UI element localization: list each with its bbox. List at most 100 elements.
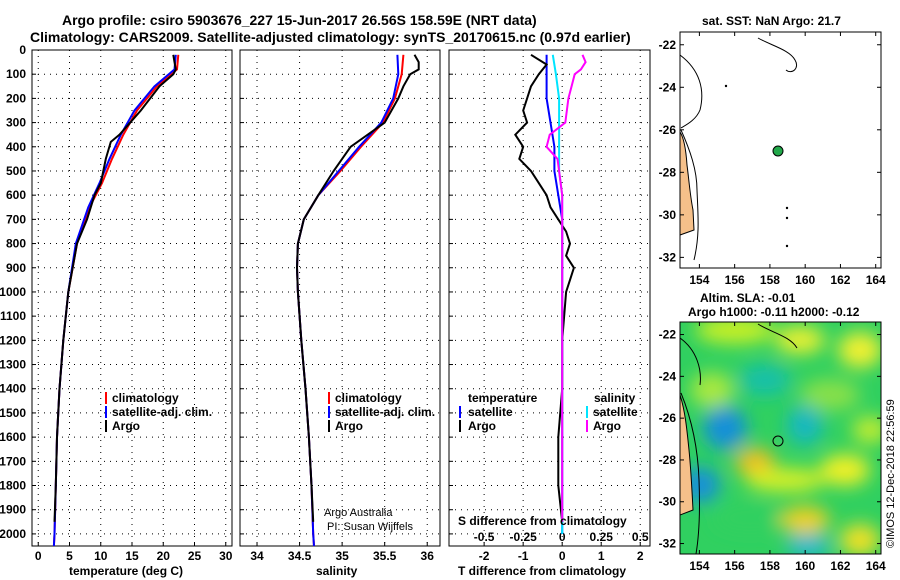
top-x-tick-label: -0.5 (474, 530, 495, 544)
salinity-xlabel: salinity (316, 564, 358, 578)
legend-salinity-title: salinity (594, 391, 636, 405)
lon-tick-label: 156 (725, 273, 745, 287)
lat-tick-label: -32 (659, 537, 677, 551)
series-line-satellite-adj-clim- (295, 54, 400, 547)
lat-tick-label: -30 (659, 208, 677, 222)
depth-tick-label: 1700 (0, 454, 26, 468)
depth-tick-label: 0 (19, 43, 26, 57)
depth-tick-label: 2000 (0, 527, 26, 541)
x-tick-label: 2 (637, 549, 644, 563)
series-line-climatology (295, 54, 405, 547)
lon-tick-label: 154 (689, 273, 709, 287)
x-tick-label: 30 (219, 549, 233, 563)
depth-tick-label: 300 (6, 116, 26, 130)
island-dot (785, 244, 789, 248)
lon-tick-label: 158 (760, 559, 780, 573)
lat-tick-label: -22 (659, 328, 677, 342)
salinity-panel: 34 34.5 35 35.5 36 (239, 49, 441, 563)
lon-tick-label: 156 (725, 559, 745, 573)
legend-satellite-adj: satellite-adj. clim. (335, 405, 435, 419)
lat-tick-label: -30 (659, 495, 677, 509)
header-line-1: Argo profile: csiro 5903676_227 15-Jun-2… (62, 12, 537, 28)
series-line-salinity-argo (545, 54, 587, 522)
sst-map-title: sat. SST: NaN Argo: 21.7 (702, 14, 841, 28)
island-outline (679, 54, 703, 129)
series-line-argo (295, 54, 420, 522)
x-tick-label: 0 (35, 549, 42, 563)
temperature-panel: 0 5 10 15 20 25 30 (31, 49, 233, 563)
legend-temp-satellite: satellite (468, 405, 513, 419)
depth-tick-label: 700 (6, 212, 26, 226)
sst-map: sat. SST: NaN Argo: 21.7 -22 -24 -26 -28 -30… (659, 14, 886, 287)
sla-map-title-1: Altim. SLA: -0.01 (700, 291, 796, 305)
top-x-tick-label: -0.25 (509, 530, 537, 544)
top-x-tick-label: 0 (559, 530, 566, 544)
lon-tick-label: 162 (830, 559, 850, 573)
salinity-legend: climatology satellite-adj. clim. Argo Ar… (324, 391, 435, 533)
lon-tick-label: 160 (795, 559, 815, 573)
x-tick-label: 20 (157, 549, 171, 563)
lat-tick-label: -26 (659, 411, 677, 425)
depth-tick-label: 200 (6, 91, 26, 105)
top-x-tick-label: 0.25 (590, 530, 614, 544)
x-tick-label: 0 (559, 549, 566, 563)
series-line-temperature-argo (514, 53, 575, 522)
depth-tick-label: 1100 (0, 309, 26, 323)
x-tick-label: 35.5 (373, 549, 397, 563)
x-tick-label: 34 (250, 549, 264, 563)
legend-climatology: climatology (112, 391, 179, 405)
legend-temperature-title: temperature (468, 391, 538, 405)
lon-tick-label: 164 (866, 273, 886, 287)
depth-tick-label: 100 (6, 67, 26, 81)
sdiff-xlabel: S difference from climatology (458, 514, 627, 528)
lat-tick-label: -26 (659, 123, 677, 137)
header-line-2: Climatology: CARS2009. Satellite-adjuste… (30, 29, 631, 45)
x-tick-label: 36 (421, 549, 435, 563)
x-tick-label: 35 (335, 549, 349, 563)
x-tick-label: 34.5 (288, 549, 312, 563)
x-tick-label: 10 (94, 549, 108, 563)
lon-tick-label: 162 (830, 273, 850, 287)
lon-tick-label: 164 (866, 559, 886, 573)
depth-tick-label: 1600 (0, 430, 26, 444)
lat-tick-label: -28 (659, 453, 677, 467)
depth-tick-label: 500 (6, 164, 26, 178)
annotation-pi: PI: Susan Wijffels (327, 521, 413, 533)
island-dot (724, 84, 728, 88)
x-tick-label: 5 (66, 549, 73, 563)
coast-outline (680, 129, 699, 261)
legend-sal-argo: Argo (593, 419, 621, 433)
float-marker (772, 435, 784, 447)
reef-outline (757, 37, 798, 73)
lat-tick-label: -32 (659, 250, 677, 264)
legend-temp-argo: Argo (468, 419, 496, 433)
depth-tick-label: 1400 (0, 382, 26, 396)
legend-sal-satellite: satellite (593, 405, 638, 419)
difference-legend: temperature satellite Argo salinity sate… (459, 391, 638, 433)
sla-field (680, 322, 881, 554)
legend-satellite-adj: satellite-adj. clim. (112, 405, 212, 419)
x-tick-label: -1 (518, 549, 529, 563)
depth-tick-label: 1500 (0, 406, 26, 420)
depth-tick-label: 1800 (0, 479, 26, 493)
x-tick-label: 15 (125, 549, 139, 563)
depth-tick-label: 600 (6, 188, 26, 202)
lat-tick-label: -28 (659, 165, 677, 179)
depth-tick-label: 1900 (0, 503, 26, 517)
tdiff-xlabel: T difference from climatology (458, 564, 626, 578)
island-dot (785, 206, 789, 210)
australia-coast (679, 130, 695, 236)
lat-tick-label: -24 (659, 369, 677, 383)
depth-tick-label: 400 (6, 140, 26, 154)
float-marker (772, 145, 784, 157)
depth-tick-label: 800 (6, 237, 26, 251)
depth-tick-label: 900 (6, 261, 26, 275)
x-tick-label: 25 (188, 549, 202, 563)
depth-tick-label: 1200 (0, 333, 26, 347)
difference-panel: -2 -1 0 1 2 -0.5 -0.25 0 0.25 0.5 (448, 49, 651, 563)
temperature-xlabel: temperature (deg C) (69, 564, 183, 578)
series-line-climatology (52, 54, 180, 547)
x-tick-label: 1 (598, 549, 605, 563)
lon-tick-label: 154 (689, 559, 709, 573)
